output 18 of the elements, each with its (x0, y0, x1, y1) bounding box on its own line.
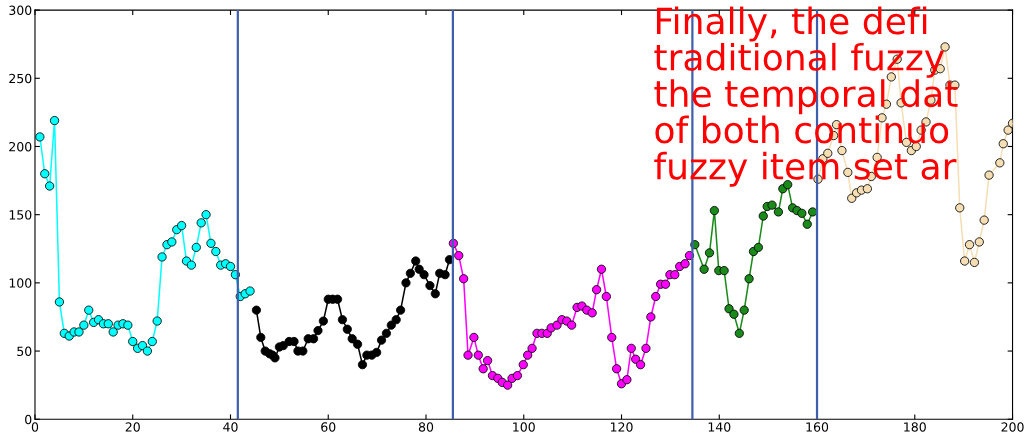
x-tick-label: 180 (904, 422, 926, 432)
x-tick-label: 80 (418, 422, 434, 432)
x-tick-label: 160 (806, 422, 829, 432)
x-tick-label: 120 (610, 422, 633, 432)
y-tick-label: 300 (9, 5, 32, 16)
y-tick-label: 200 (9, 141, 32, 152)
x-tick-label: 100 (513, 422, 535, 432)
x-tick-label: 40 (223, 422, 238, 432)
y-tick-label: 50 (17, 346, 32, 356)
y-tick-label: 150 (9, 210, 32, 220)
x-tick-label: 60 (321, 422, 336, 432)
x-tick-label: 140 (708, 422, 731, 432)
y-tick-label: 250 (9, 73, 32, 84)
x-tick-label: 20 (125, 422, 140, 432)
x-tick-label: 0 (31, 422, 39, 432)
y-tick-label: 100 (9, 278, 32, 288)
x-tick-label: 200 (1001, 422, 1024, 432)
y-tick-label: 0 (25, 414, 32, 425)
